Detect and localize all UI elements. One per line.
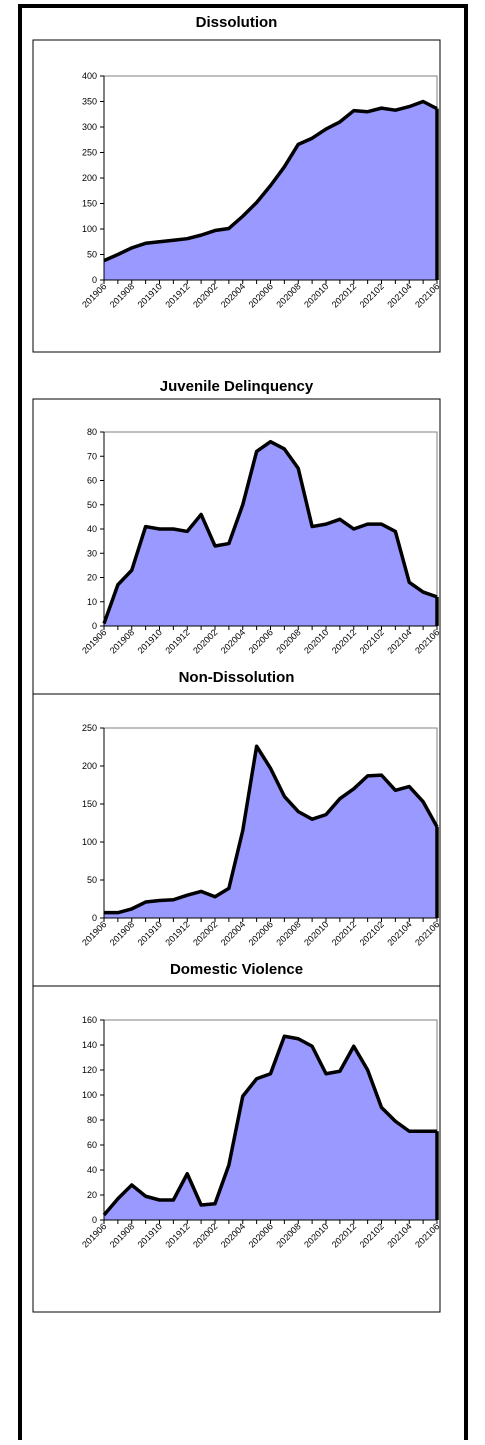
y-tick-label: 0 (92, 913, 97, 923)
y-tick-label: 250 (82, 148, 97, 158)
y-tick-label: 40 (87, 524, 97, 534)
y-tick-label: 150 (82, 199, 97, 209)
y-tick-label: 250 (82, 723, 97, 733)
y-tick-label: 120 (82, 1065, 97, 1075)
y-tick-label: 30 (87, 548, 97, 558)
y-tick-label: 10 (87, 597, 97, 607)
y-tick-label: 140 (82, 1040, 97, 1050)
chart-3: Domestic Violence02040608010012014016020… (33, 961, 441, 1312)
y-tick-label: 300 (82, 122, 97, 132)
y-tick-label: 0 (92, 621, 97, 631)
y-tick-label: 40 (87, 1165, 97, 1175)
chart-0: Dissolution05010015020025030035040020190… (33, 14, 441, 352)
chart-title: Juvenile Delinquency (160, 378, 314, 395)
y-tick-label: 0 (92, 275, 97, 285)
y-tick-label: 200 (82, 761, 97, 771)
y-tick-label: 20 (87, 1190, 97, 1200)
y-tick-label: 60 (87, 1140, 97, 1150)
y-tick-label: 50 (87, 250, 97, 260)
y-tick-label: 0 (92, 1215, 97, 1225)
y-tick-label: 100 (82, 224, 97, 234)
chart-title: Domestic Violence (170, 961, 303, 978)
y-tick-label: 150 (82, 799, 97, 809)
y-tick-label: 60 (87, 476, 97, 486)
y-tick-label: 200 (82, 173, 97, 183)
y-tick-label: 100 (82, 1090, 97, 1100)
y-tick-label: 50 (87, 500, 97, 510)
y-tick-label: 400 (82, 71, 97, 81)
y-tick-label: 80 (87, 1115, 97, 1125)
y-tick-label: 100 (82, 837, 97, 847)
chart-title: Dissolution (196, 14, 278, 31)
charts-canvas: Dissolution05010015020025030035040020190… (22, 8, 464, 1440)
chart-title: Non-Dissolution (179, 669, 295, 686)
y-tick-label: 80 (87, 427, 97, 437)
y-tick-label: 20 (87, 573, 97, 583)
y-tick-label: 350 (82, 97, 97, 107)
y-tick-label: 160 (82, 1015, 97, 1025)
y-tick-label: 50 (87, 875, 97, 885)
y-tick-label: 70 (87, 451, 97, 461)
